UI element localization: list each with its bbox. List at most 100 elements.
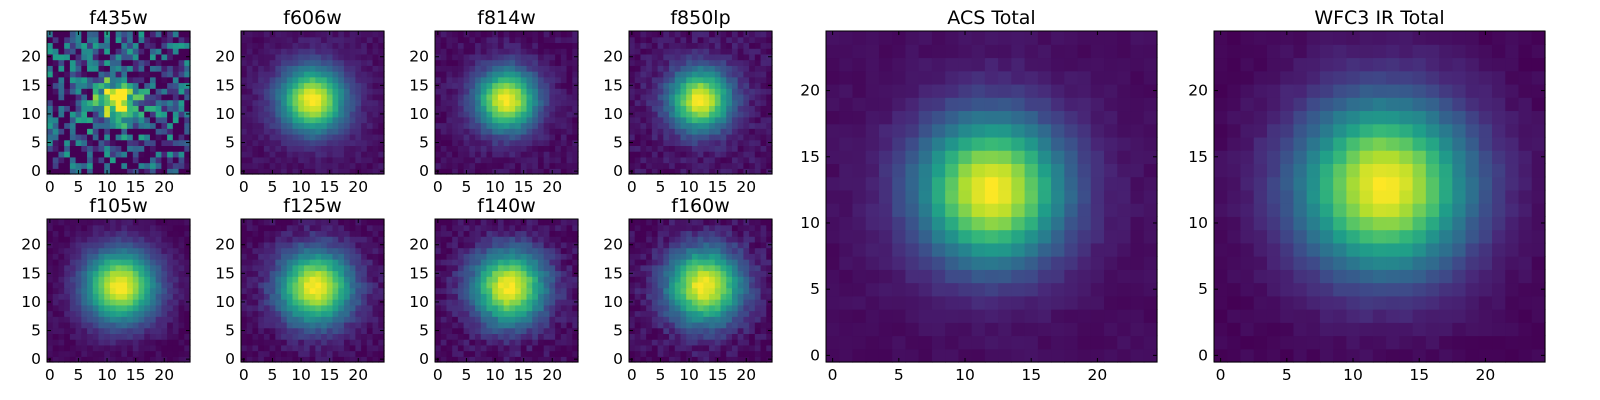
- heatmap-cell: [503, 224, 510, 232]
- heatmap-cell: [726, 168, 733, 175]
- heatmap-cell: [446, 48, 453, 55]
- heatmap-cell: [640, 276, 647, 283]
- heatmap-cell: [378, 259, 385, 266]
- heatmap-cell: [92, 128, 100, 135]
- y-tick-label: 0: [31, 350, 41, 368]
- heatmap-cell: [58, 287, 65, 294]
- heatmap-cell: [572, 304, 579, 312]
- heatmap-cell: [446, 224, 453, 232]
- heatmap-cell: [560, 236, 568, 243]
- heatmap-cell: [760, 344, 767, 352]
- heatmap-cell: [640, 156, 647, 164]
- heatmap-cell: [286, 82, 294, 89]
- heatmap-cell: [543, 219, 550, 226]
- heatmap-cell: [446, 82, 453, 89]
- heatmap-cell: [503, 316, 510, 323]
- heatmap-cell: [760, 333, 767, 340]
- heatmap-cell: [754, 105, 762, 112]
- heatmap-cell: [452, 105, 459, 112]
- heatmap-cell: [640, 128, 647, 135]
- heatmap-cell: [104, 264, 111, 272]
- heatmap-cell: [167, 53, 174, 61]
- heatmap-cell: [258, 111, 265, 118]
- heatmap-cell: [378, 145, 385, 152]
- heatmap-cell: [115, 236, 122, 243]
- heatmap-cell: [115, 299, 122, 306]
- heatmap-cell: [503, 111, 510, 118]
- heatmap-cell: [121, 356, 128, 363]
- heatmap-cell: [737, 356, 744, 363]
- heatmap-cell: [549, 236, 556, 243]
- heatmap-cell: [669, 48, 676, 55]
- heatmap-cell: [526, 224, 533, 232]
- heatmap-cell: [47, 65, 54, 72]
- heatmap-cell: [275, 59, 282, 66]
- heatmap-cell: [281, 270, 288, 277]
- heatmap-cell: [303, 59, 311, 66]
- heatmap-cell: [269, 287, 276, 294]
- heatmap-cell: [149, 128, 157, 135]
- heatmap-cell: [634, 48, 642, 55]
- heatmap-cell: [703, 42, 710, 49]
- heatmap-cell: [629, 287, 636, 294]
- heatmap-cell: [475, 128, 482, 135]
- heatmap-cell: [275, 327, 282, 334]
- heatmap-cell: [64, 88, 71, 95]
- heatmap-cell: [475, 65, 482, 72]
- heatmap-cell: [69, 88, 77, 95]
- heatmap-cell: [446, 139, 453, 146]
- heatmap-cell: [315, 151, 322, 158]
- heatmap-cell: [697, 293, 704, 300]
- heatmap-cell: [378, 253, 385, 260]
- heatmap-cell: [292, 36, 299, 44]
- heatmap-cell: [286, 333, 294, 340]
- heatmap-cell: [378, 93, 385, 101]
- heatmap-cell: [366, 247, 374, 254]
- heatmap-cell: [669, 105, 676, 112]
- heatmap-cell: [703, 344, 710, 352]
- heatmap-cell: [555, 122, 562, 129]
- heatmap-cell: [338, 247, 345, 254]
- heatmap-cell: [115, 333, 122, 340]
- heatmap-cell: [697, 48, 704, 55]
- heatmap-cell: [92, 53, 100, 61]
- heatmap-cell: [543, 264, 550, 272]
- heatmap-cell: [446, 53, 453, 61]
- heatmap-cell: [263, 287, 271, 294]
- heatmap-cell: [109, 88, 117, 95]
- heatmap-cell: [87, 247, 94, 254]
- heatmap-cell: [446, 327, 453, 334]
- heatmap-cell: [572, 31, 579, 38]
- heatmap-cell: [566, 281, 573, 289]
- heatmap-cell: [503, 59, 510, 66]
- heatmap-cell: [646, 139, 653, 146]
- heatmap-cell: [463, 339, 470, 346]
- heatmap-cell: [446, 310, 453, 317]
- heatmap-cell: [252, 82, 259, 89]
- heatmap-cell: [178, 236, 185, 243]
- heatmap-cell: [731, 88, 739, 95]
- heatmap-cell: [435, 36, 442, 44]
- heatmap-cell: [646, 316, 653, 323]
- heatmap-cell: [349, 270, 356, 277]
- heatmap-cell: [703, 350, 710, 357]
- x-tick-label: 15: [126, 366, 146, 384]
- heatmap-cell: [361, 36, 368, 44]
- heatmap-cell: [651, 99, 659, 106]
- heatmap-cell: [349, 88, 356, 95]
- heatmap-cell: [731, 71, 739, 78]
- heatmap-cell: [115, 31, 122, 38]
- heatmap-cell: [503, 122, 510, 129]
- heatmap-cell: [69, 299, 77, 306]
- heatmap-cell: [572, 36, 579, 44]
- heatmap-cell: [469, 287, 476, 294]
- heatmap-cell: [355, 333, 362, 340]
- panel-title: f105w: [89, 195, 148, 217]
- heatmap-cell: [326, 145, 334, 152]
- heatmap-cell: [486, 48, 493, 55]
- heatmap-cell: [372, 111, 379, 118]
- heatmap-cell: [87, 293, 94, 300]
- heatmap-cell: [155, 105, 162, 112]
- heatmap-cell: [526, 270, 533, 277]
- heatmap-cell: [309, 162, 316, 169]
